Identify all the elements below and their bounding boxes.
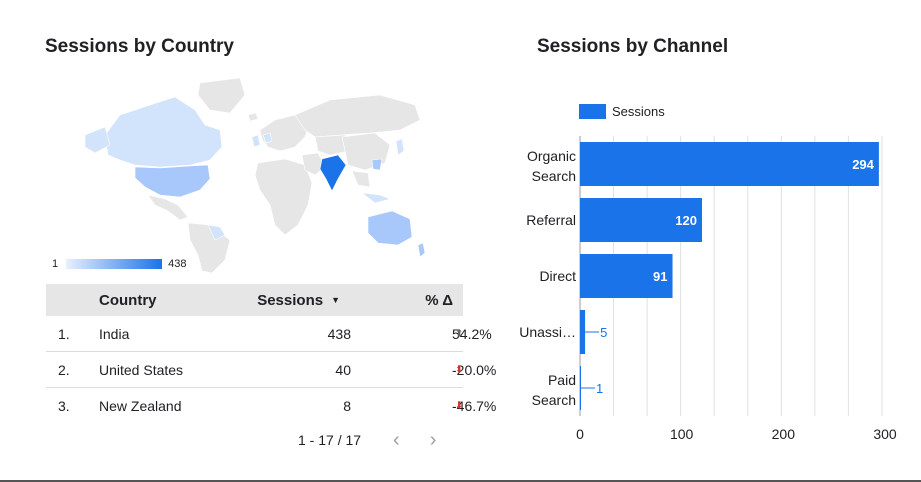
table-row[interactable]: 2. United States 40 -20.0% ⬇: [46, 352, 496, 388]
row-country: New Zealand: [99, 398, 182, 414]
chevron-left-icon[interactable]: ‹: [393, 429, 400, 451]
bar[interactable]: [580, 310, 586, 354]
data-label: 294: [852, 157, 874, 172]
data-label: 91: [653, 269, 667, 284]
scale-min-label: 1: [52, 258, 59, 270]
data-label: 120: [675, 213, 697, 228]
data-label: 5: [600, 325, 607, 340]
pagination: 1 - 17 / 17 ‹ ›: [298, 430, 436, 450]
row-sessions: 438: [327, 325, 351, 342]
column-header-sessions-label: Sessions: [257, 291, 324, 309]
arrow-down-icon: ⬇: [455, 400, 464, 412]
row-delta-value: -46.7%: [452, 398, 497, 414]
category-label: Unassi…: [519, 324, 576, 340]
sort-descending-icon[interactable]: ▼: [331, 295, 340, 305]
row-country: India: [99, 325, 130, 342]
row-country: United States: [99, 361, 184, 378]
column-header-country[interactable]: Country: [99, 291, 157, 309]
data-label: 1: [596, 381, 603, 396]
sessions-by-channel-title: Sessions by Channel: [537, 36, 729, 57]
row-index: 3.: [58, 398, 70, 414]
category-label-line: Search: [532, 168, 576, 184]
table-row[interactable]: 3. New Zealand 8 -46.7% ⬇: [46, 388, 496, 424]
arrow-up-icon: ⬆: [455, 328, 464, 339]
sessions-by-country-title: Sessions by Country: [45, 36, 234, 57]
row-index: 1.: [58, 325, 70, 342]
x-tick-label: 0: [576, 426, 584, 442]
chevron-right-icon[interactable]: ›: [429, 429, 437, 451]
legend-label: Sessions: [612, 104, 665, 119]
page-divider: [0, 480, 921, 482]
category-label-line: Paid: [548, 372, 576, 388]
x-tick-label: 200: [772, 426, 796, 442]
bar[interactable]: [580, 198, 702, 242]
bar[interactable]: [580, 142, 879, 186]
x-tick-label: 100: [670, 426, 694, 442]
table-row[interactable]: 1. India 438 54.2% ⬆: [46, 316, 492, 352]
map-color-scale: 1 438: [52, 258, 186, 270]
row-sessions: 40: [335, 361, 351, 378]
country-shapes: [84, 77, 426, 274]
category-label: Paid Search: [532, 372, 576, 408]
world-map[interactable]: [80, 75, 430, 275]
table-header: Country Sessions ▼ % Δ: [46, 284, 463, 316]
legend-swatch: [579, 104, 606, 119]
row-delta-value: -20.0%: [452, 361, 497, 378]
row-sessions: 8: [343, 398, 351, 414]
column-header-sessions[interactable]: Sessions ▼: [257, 292, 340, 309]
sessions-by-channel-chart[interactable]: Sessions Organic Search 294 Referral 120 Direc…: [510, 90, 920, 460]
row-index: 2.: [58, 361, 70, 378]
column-header-delta[interactable]: % Δ: [425, 291, 453, 309]
category-label: Organic Search: [527, 148, 576, 184]
x-tick-label: 300: [873, 426, 897, 442]
category-label-line: Organic: [527, 148, 576, 164]
scale-max-label: 438: [168, 258, 187, 270]
category-label: Direct: [539, 268, 576, 284]
bar[interactable]: [580, 366, 582, 410]
category-label-line: Search: [532, 392, 576, 408]
scale-gradient-bar: [66, 259, 163, 269]
category-label: Referral: [526, 212, 576, 228]
bar[interactable]: [580, 254, 673, 298]
row-delta-value: 54.2%: [452, 325, 492, 342]
country-table: Country Sessions ▼ % Δ 1. India 438 54.2…: [46, 284, 496, 424]
arrow-down-icon: ⬇: [455, 364, 464, 375]
pagination-range: 1 - 17 / 17: [298, 432, 362, 448]
